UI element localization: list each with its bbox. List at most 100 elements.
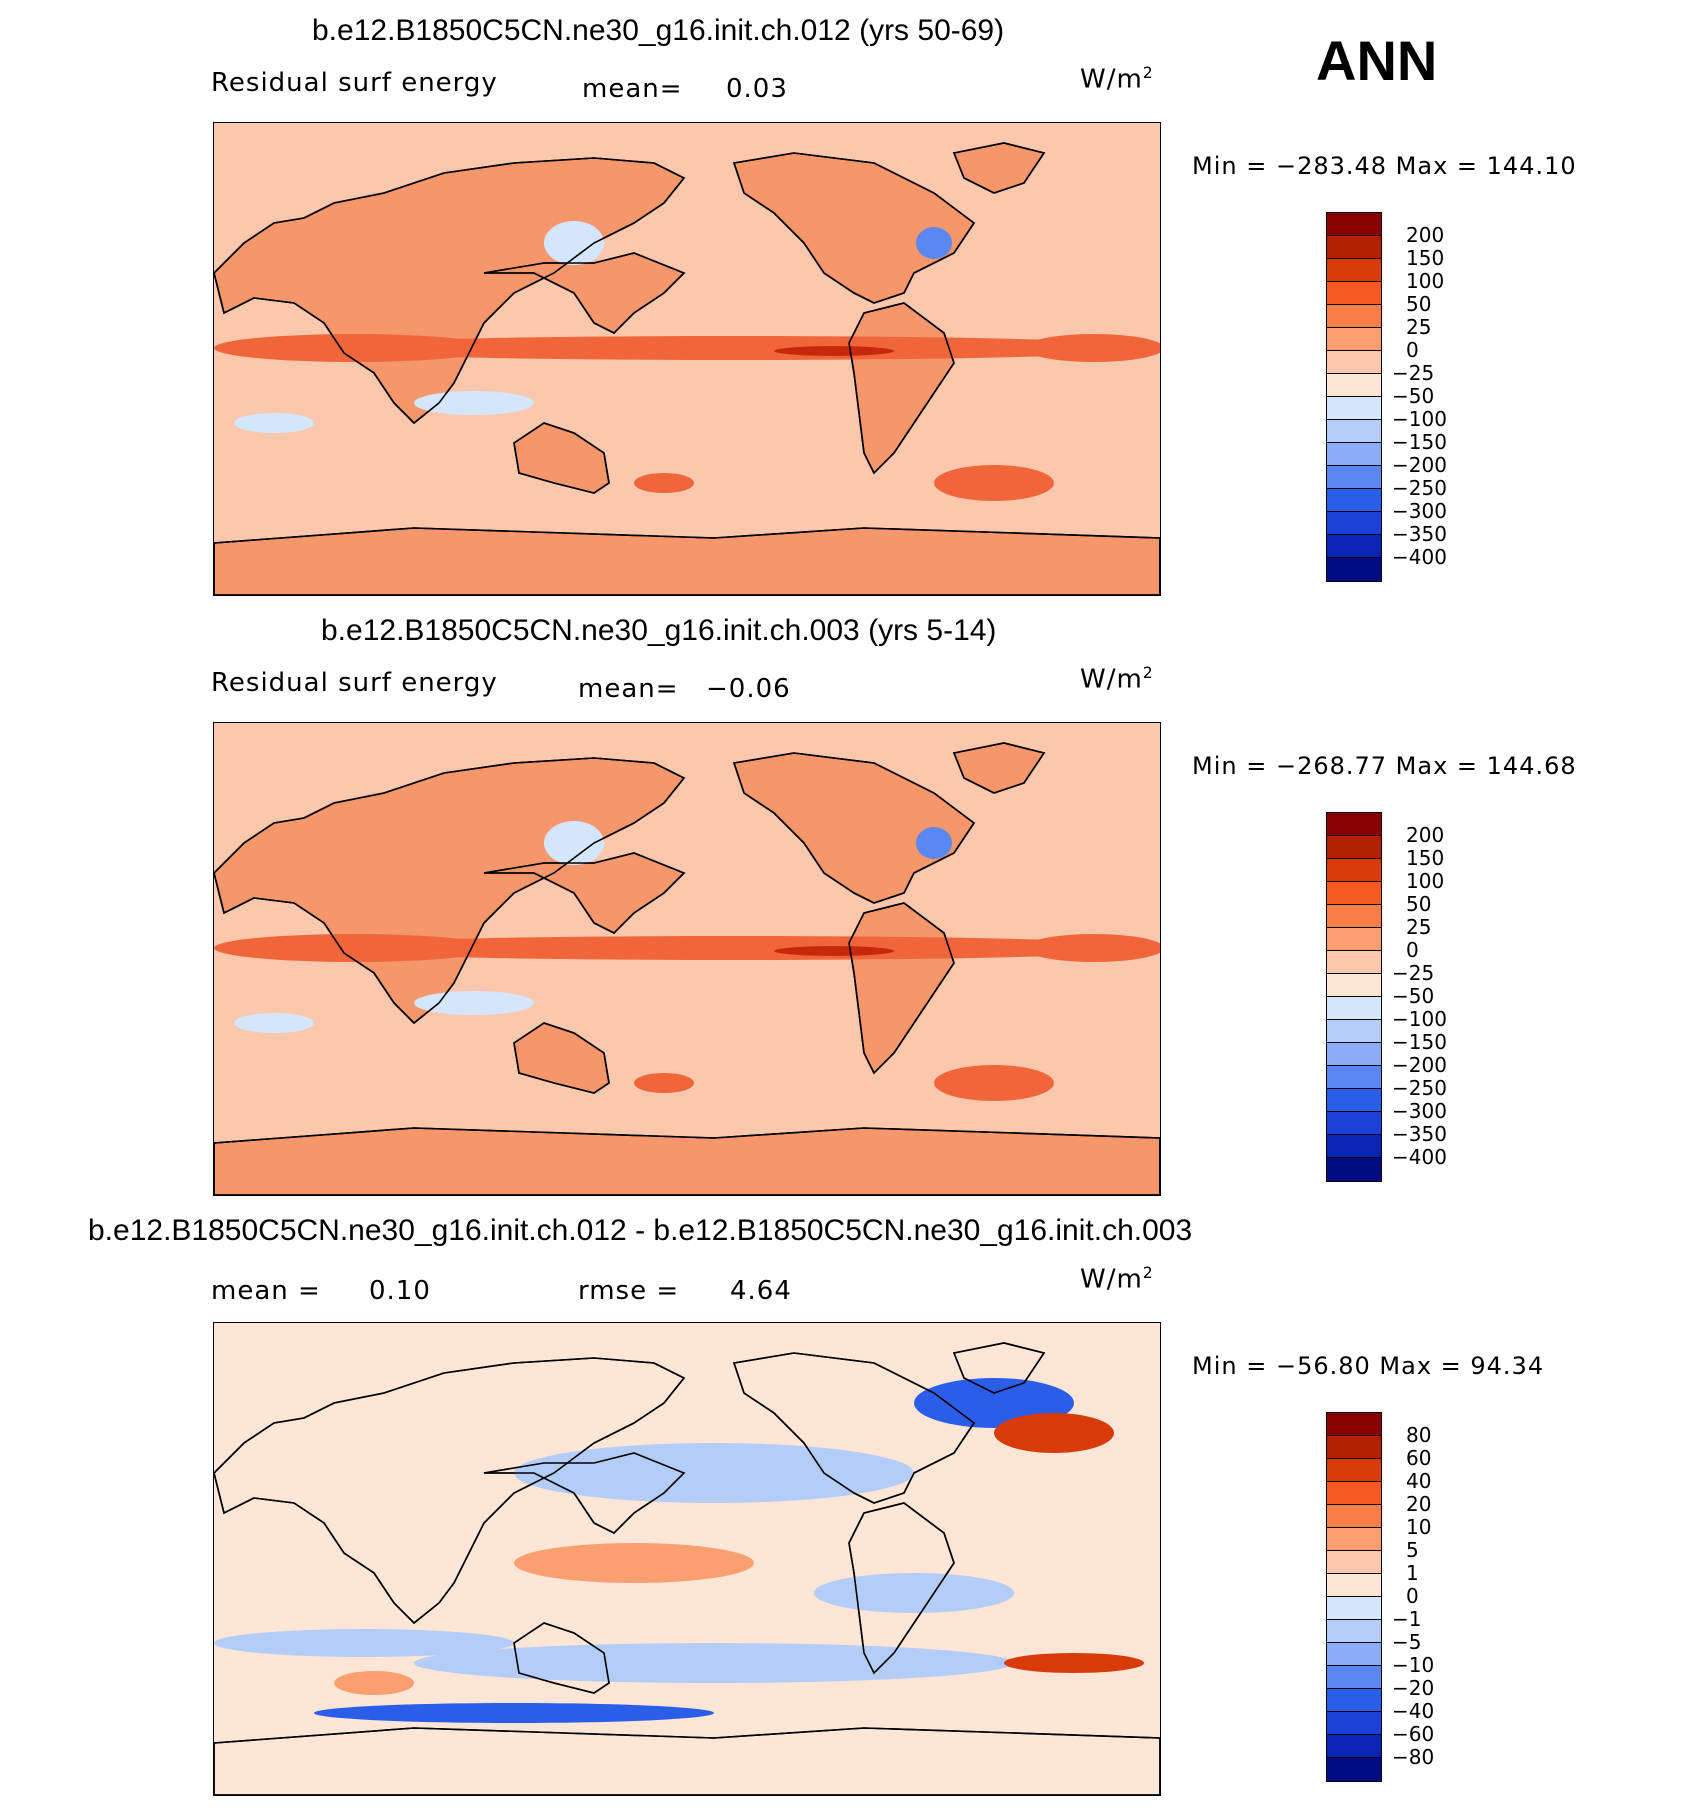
panel3-units: W/m2 [1080,1264,1154,1295]
colorbar-segment [1327,882,1381,905]
colorbar-segment [1327,1597,1381,1620]
colorbar-segment [1327,466,1381,489]
coastline [848,1502,955,1675]
colorbar-segment [1327,443,1381,466]
colorbar-segment [1327,928,1381,951]
panel3-mean-label: mean = [211,1276,321,1306]
colorbar-segment [1327,1551,1381,1574]
panel3-rmse-label: rmse = [578,1276,680,1306]
colorbar-tick-label: 50 [1406,892,1432,916]
colorbar-tick-label: −10 [1392,1653,1435,1677]
colorbar-segment [1327,1735,1381,1758]
field-region [314,1703,714,1723]
colorbar-tick-label: 150 [1406,846,1445,870]
coastline [483,852,686,934]
colorbar-tick-label: 5 [1406,1538,1419,1562]
field-region [414,991,534,1015]
field-region [334,1671,414,1695]
coastline [952,142,1046,194]
colorbar-tick-label: −150 [1392,430,1447,454]
colorbar-segment [1327,420,1381,443]
field-region [634,1073,694,1093]
colorbar-segment [1327,1620,1381,1643]
colorbar-segment [1327,1689,1381,1712]
colorbar-tick-label: −80 [1392,1745,1435,1769]
colorbar-tick-label: −150 [1392,1030,1447,1054]
colorbar-tick-label: 0 [1406,338,1419,362]
panel3-mean-value: 0.10 [369,1276,431,1306]
colorbar-tick-label: 200 [1406,223,1445,247]
colorbar-segment [1327,1482,1381,1505]
field-region [774,346,894,356]
panel1-mean-value: 0.03 [726,74,788,104]
field-region [634,473,694,493]
colorbar-segment [1327,813,1381,836]
colorbar-segment [1327,1528,1381,1551]
season-label: ANN [1316,29,1438,92]
colorbar-tick-label: −100 [1392,1007,1447,1031]
coastline [214,757,686,1025]
colorbar-segment [1327,1043,1381,1066]
panel2-variable: Residual surf energy [211,668,498,698]
colorbar-tick-label: −400 [1392,545,1447,569]
colorbar-segment [1327,1020,1381,1043]
field-region [544,221,604,265]
colorbar-tick-label: −300 [1392,1099,1447,1123]
panel1-minmax: Min = −283.48 Max = 144.10 [1192,152,1577,180]
colorbar-segment [1327,974,1381,997]
colorbar-tick-label: 50 [1406,292,1432,316]
colorbar-segment [1327,1413,1381,1436]
panel3-map-svg [214,1342,1160,1795]
colorbar-tick-label: −5 [1392,1630,1422,1654]
panel3-minmax: Min = −56.80 Max = 94.34 [1192,1352,1545,1380]
panel2-title: b.e12.B1850C5CN.ne30_g16.init.ch.003 (yr… [321,614,997,647]
panel2-colorbar-labels: 200 150 100 50 25 0 −25 −50 −100 −150 −200 −250 −300… [1392,812,1472,1184]
colorbar-tick-label: −25 [1392,361,1435,385]
colorbar-segment [1327,836,1381,859]
field-region [916,827,952,859]
field-region [916,227,952,259]
colorbar-tick-label: −250 [1392,476,1447,500]
panel2-mean-label: mean= [578,674,679,704]
field-region [304,936,1160,960]
colorbar-segment [1327,1505,1381,1528]
colorbar-tick-label: 100 [1406,869,1445,893]
field-region [1024,934,1160,962]
coastline [513,1022,610,1094]
colorbar-segment [1327,1574,1381,1597]
continent-outline [214,527,1160,595]
colorbar-tick-label: −200 [1392,453,1447,477]
colorbar-segment [1327,1158,1381,1181]
colorbar-segment [1327,305,1381,328]
field-region [414,1643,1014,1683]
colorbar-tick-label: 0 [1406,938,1419,962]
coastline [732,152,976,304]
coastline [732,752,976,904]
colorbar-segment [1327,1666,1381,1689]
colorbar-segment [1327,558,1381,581]
panel1-mean-label: mean= [582,74,683,104]
colorbar-tick-label: −50 [1392,384,1435,408]
colorbar-tick-label: −350 [1392,522,1447,546]
field-region [514,1543,754,1583]
colorbar-segment [1327,1112,1381,1135]
field-region [304,336,1160,360]
colorbar-segment [1327,489,1381,512]
colorbar-segment [1327,259,1381,282]
colorbar-segment [1327,1459,1381,1482]
panel3-colorbar-labels: 80 60 40 20 10 5 1 0 −1 −5 −10 −20 −40 −60 −80 [1392,1412,1472,1784]
panel1-title: b.e12.B1850C5CN.ne30_g16.init.ch.012 (yr… [312,14,1005,47]
field-region [934,465,1054,501]
colorbar-tick-label: 25 [1406,315,1432,339]
field-region [774,946,894,956]
colorbar-tick-label: −300 [1392,499,1447,523]
panel1-variable: Residual surf energy [211,68,498,98]
coastline [214,157,686,425]
colorbar-tick-label: 150 [1406,246,1445,270]
coastline [214,1357,686,1625]
colorbar-tick-label: −60 [1392,1722,1435,1746]
colorbar-tick-label: 80 [1406,1423,1432,1447]
coastline [513,1622,610,1694]
coastline [483,252,686,334]
colorbar-segment [1327,535,1381,558]
